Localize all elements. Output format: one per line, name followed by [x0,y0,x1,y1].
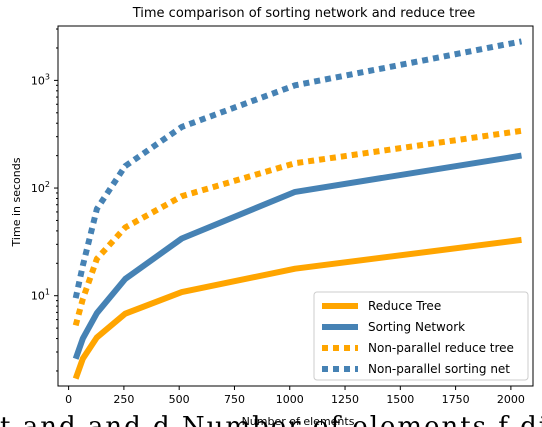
x-tick-label: 750 [224,393,245,406]
x-axis-label: Number of elements [242,415,355,427]
y-tick-exponent: 2 [45,180,50,189]
x-tick-label: 1500 [386,393,414,406]
y-axis-ticks: 101 102 103 [31,28,58,372]
series-line-4 [72,38,523,299]
chart-title: Time comparison of sorting network and r… [132,6,476,21]
x-tick-label: 1750 [442,393,470,406]
y-tick-exponent: 3 [45,72,50,81]
legend-label-3: Non-parallel reduce tree [368,341,514,355]
x-tick-label: 250 [113,393,134,406]
axes-box [57,25,534,387]
x-axis-ticks: 0 250 500 750 1000 1250 1500 1750 2000 [65,386,525,406]
y-tick-label: 102 [31,180,50,195]
y-tick-exponent: 1 [45,288,50,297]
legend-label-2: Sorting Network [368,320,465,334]
x-tick-label: 2000 [497,393,525,406]
x-tick-label: 1000 [276,393,304,406]
y-axis-label: Time in seconds [10,157,23,247]
x-tick-label: 500 [169,393,190,406]
legend: Reduce Tree Sorting Network Non-parallel r… [313,291,529,381]
series-line-1 [72,236,522,380]
legend-box [313,291,529,381]
legend-label-1: Reduce Tree [368,299,441,313]
legend-label-4: Non-parallel sorting net [368,362,510,376]
caption-fragment: t and and d Number of elements f diff [0,412,542,427]
series-line-2 [72,152,522,360]
series-line-3 [72,127,522,327]
x-tick-label: 1250 [331,393,359,406]
series-lines [72,38,523,380]
y-tick-label: 101 [31,288,50,303]
axes-frame [57,25,534,387]
x-tick-label: 0 [65,393,72,406]
y-tick-label: 103 [31,72,50,87]
